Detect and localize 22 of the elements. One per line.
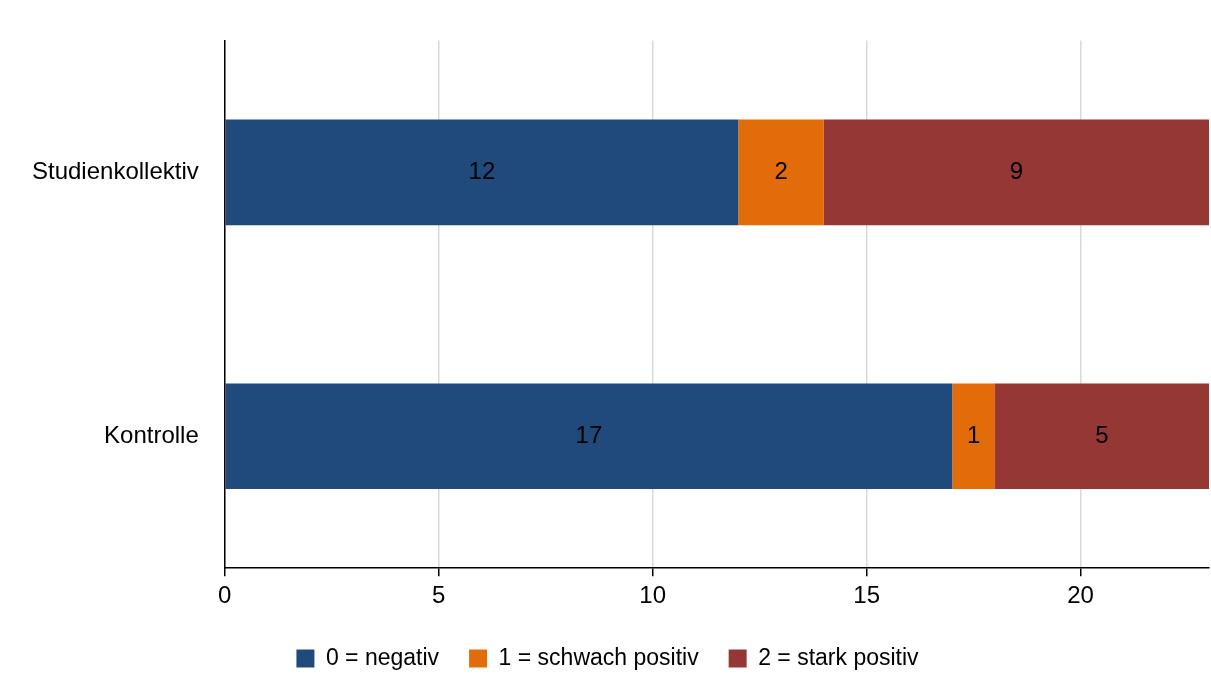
bar <box>225 119 739 226</box>
x-tick-label: 15 <box>853 581 881 609</box>
data-label: 9 <box>1009 156 1024 184</box>
legend-label: 0 = negativ <box>325 643 440 670</box>
data-label: 17 <box>575 420 603 448</box>
bar <box>738 119 824 226</box>
bar <box>995 383 1209 490</box>
data-label: 12 <box>468 156 496 184</box>
data-label: 1 <box>966 420 981 448</box>
bar <box>225 383 953 490</box>
data-label: 2 <box>774 156 788 184</box>
data-label: 5 <box>1095 420 1109 448</box>
legend-label: 1 = schwach positiv <box>498 643 700 670</box>
y-tick-label: Kontrolle <box>104 420 199 448</box>
x-tick-label: 10 <box>639 581 667 609</box>
bar <box>952 383 996 490</box>
bar <box>823 119 1209 226</box>
x-tick-label: 20 <box>1067 581 1094 609</box>
y-tick-label: Studienkollektiv <box>31 156 199 184</box>
x-tick-label: 5 <box>432 581 446 609</box>
x-tick-label: 0 <box>218 581 232 609</box>
legend-label: 2 = stark positiv <box>758 643 920 670</box>
